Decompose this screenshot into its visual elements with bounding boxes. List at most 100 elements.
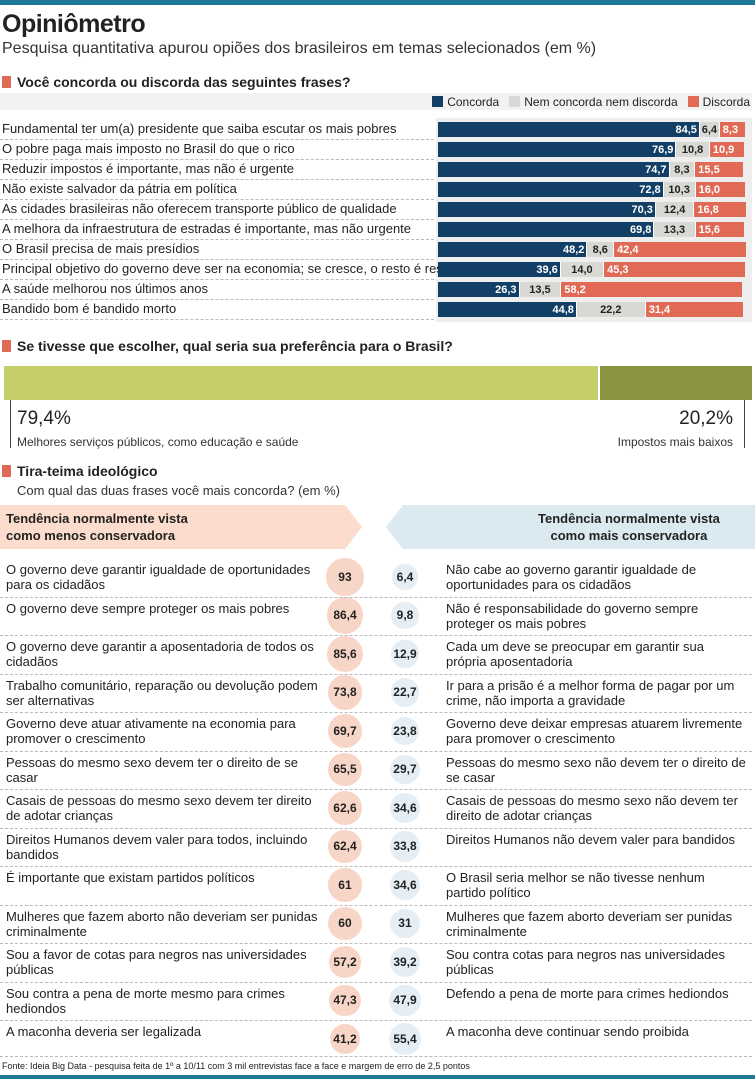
header-less-conservative-text: Tendência normalmente vista como menos co… [6,511,188,543]
stacked-bar: 74,7 8,3 15,5 [438,162,748,177]
bar-neutro: 22,2 [576,302,646,317]
left-statement: Pessoas do mesmo sexo devem ter o direit… [6,754,298,785]
bar-neutro: 10,8 [676,142,710,157]
right-statement: Mulheres que fazem aborto deveriam ser p… [446,908,733,939]
row-label: A melhora da infraestrutura de estradas … [2,221,412,236]
left-value: 93 [326,558,364,596]
row-divider [0,635,752,636]
bar-neutro: 13,5 [519,282,562,297]
bar-concorda: 74,7 [438,162,670,177]
legend-item: Concorda [432,95,499,109]
preference-value-taxes: 20,2% [679,408,733,429]
left-value: 69,7 [327,713,363,749]
stacked-bar: 76,9 10,8 10,9 [438,142,748,157]
left-value: 57,2 [328,945,362,979]
preference-bar-services [4,366,600,400]
row-divider [0,279,434,280]
section-marker-icon [2,465,11,477]
right-statement: O Brasil seria melhor se não tivesse nen… [446,870,705,900]
right-statement: Não cabe ao governo garantir igualdade d… [446,562,697,592]
section-marker-icon [2,340,11,352]
row-divider [0,673,752,675]
right-value: 39,2 [389,946,421,978]
bar-neutro: 8,6 [587,242,615,257]
right-value: 47,9 [389,984,421,1017]
bar-concorda: 26,3 [438,282,520,297]
divider [744,400,745,448]
bottom-bar [0,1075,755,1079]
row-label: Bandido bom é bandido morto [2,301,177,316]
left-statement: O governo deve garantir igualdade de opo… [6,562,311,592]
left-statement: O governo deve sempre proteger os mais p… [6,600,290,616]
row-divider [0,159,434,160]
bar-concorda: 44,8 [438,302,577,317]
row-divider [0,904,752,906]
bar-neutro: 13,3 [654,222,696,237]
stacked-bar: 69,8 13,3 15,6 [438,222,748,237]
stacked-bar: 48,2 8,6 42,4 [438,242,748,257]
section-marker-icon [2,76,11,88]
stacked-bar: 26,3 13,5 58,2 [438,282,748,297]
left-statement: Sou contra a pena de morte mesmo para cr… [6,985,285,1016]
bar-discorda: 15,6 [695,222,744,237]
section-subtitle: Com qual das duas frases você mais conco… [17,483,340,498]
legend: Concorda Nem concorda nem discorda Disco… [0,93,752,110]
bar-discorda: 16,0 [695,182,746,197]
left-value: 85,6 [326,635,364,673]
bar-concorda: 69,8 [438,222,655,237]
row-divider [0,299,434,300]
section-title: Se tivesse que escolher, qual seria sua … [17,338,453,354]
row-divider [0,827,752,829]
row-divider [0,789,752,790]
right-statement: Não é responsabilidade do governo sempre… [446,600,699,631]
row-divider [0,179,434,180]
row-divider [0,259,434,260]
bar-discorda: 10,9 [709,142,744,157]
preference-label-services: Melhores serviços públicos, como educaçã… [17,435,299,449]
left-statement: Trabalho comunitário, reparação ou devol… [6,677,318,708]
legend-item: Discorda [687,95,750,109]
divider [10,400,11,448]
left-value: 47,3 [329,984,361,1017]
right-value: 55,4 [388,1022,422,1056]
stacked-bar: 72,8 10,3 16,0 [438,182,748,197]
left-value: 73,8 [327,675,363,710]
left-value: 86,4 [326,597,364,634]
right-value: 9,8 [391,601,419,630]
preference-label-taxes: Impostos mais baixos [617,435,733,449]
left-statement: O governo deve garantir a aposentadoria … [6,639,314,669]
row-divider [0,866,752,867]
section-agree: Você concorda ou discorda das seguintes … [2,74,351,90]
preference-bar [4,366,752,400]
right-statement: Ir para a prisão é a melhor forma de pag… [446,677,735,708]
row-divider [0,219,434,220]
row-divider [0,712,752,713]
bar-discorda: 45,3 [604,262,745,277]
page-subtitle: Pesquisa quantitativa apurou opiões dos … [2,40,597,57]
left-value: 65,5 [328,752,362,787]
row-label: O pobre paga mais imposto no Brasil do q… [2,141,295,156]
row-label: A saúde melhorou nos últimos anos [2,281,208,296]
bar-neutro: 6,4 [699,122,720,137]
bar-discorda: 15,5 [695,162,744,177]
left-statement: Sou a favor de cotas para negros nas uni… [6,947,307,977]
row-label: Não existe salvador da pátria em polític… [2,181,237,196]
right-value: 23,8 [390,716,420,746]
bar-discorda: 8,3 [719,122,746,137]
header-more-conservative-text: Tendência normalmente vista como mais con… [538,511,720,543]
right-value: 34,6 [389,869,421,901]
bar-concorda: 72,8 [438,182,664,197]
right-statement: Casais de pessoas do mesmo sexo não deve… [446,793,738,823]
row-label: Reduzir impostos é importante, mas não é… [2,161,294,176]
left-value: 60 [328,906,362,941]
right-value: 6,4 [391,563,419,591]
row-label: O Brasil precisa de mais presídios [2,241,200,256]
row-divider [0,981,752,983]
header-more-conservative [386,505,755,549]
right-value: 12,9 [391,640,419,668]
section-title: Tira-teima ideológico [17,463,158,479]
bar-neutro: 8,3 [669,162,696,177]
row-divider [0,1020,752,1021]
left-statement: A maconha deveria ser legalizada [6,1024,202,1039]
bar-concorda: 84,5 [438,122,700,137]
